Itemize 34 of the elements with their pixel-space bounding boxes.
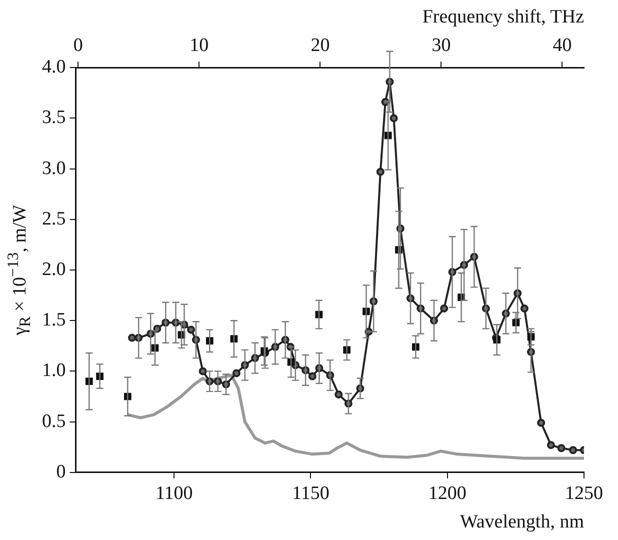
- y-tick-label: 0: [56, 461, 66, 482]
- y-tick-label: 2.5: [42, 208, 66, 230]
- point: [232, 369, 240, 378]
- point: [198, 367, 207, 376]
- y-tick-label: 3.5: [42, 107, 66, 128]
- x2-tick-label: 10: [190, 35, 209, 56]
- point: [308, 372, 316, 380]
- x-tick-label: 1200: [428, 482, 466, 504]
- x-axis-title: Wavelength, nm: [460, 512, 584, 533]
- x-tick-label: 1100: [155, 482, 193, 504]
- y-tick-label: 1.5: [42, 310, 66, 331]
- point: [187, 326, 196, 334]
- x-tick-label: 1250: [565, 482, 603, 504]
- x2-tick-label: 0: [73, 35, 83, 56]
- x2-axis-title: Frequency shift, THz: [422, 6, 584, 28]
- point: [440, 304, 448, 312]
- x2-tick-label: 20: [310, 35, 330, 56]
- point: [546, 441, 555, 450]
- x-tick-label: 1150: [292, 482, 330, 504]
- point: [537, 418, 546, 427]
- point: [334, 390, 343, 398]
- y-tick-label: 3.0: [42, 158, 66, 179]
- x2-tick-label: 30: [432, 35, 451, 56]
- y-tick-label: 2.0: [42, 258, 66, 280]
- point: [376, 168, 384, 176]
- point: [557, 444, 566, 452]
- y-tick-label: 1.0: [42, 360, 66, 382]
- y-tick-label: 4.0: [42, 56, 66, 78]
- y-tick-label: 0.5: [42, 410, 66, 432]
- point: [390, 114, 398, 122]
- point: [520, 304, 528, 312]
- point: [128, 334, 136, 342]
- point: [569, 446, 578, 454]
- x2-tick-label: 40: [552, 35, 572, 56]
